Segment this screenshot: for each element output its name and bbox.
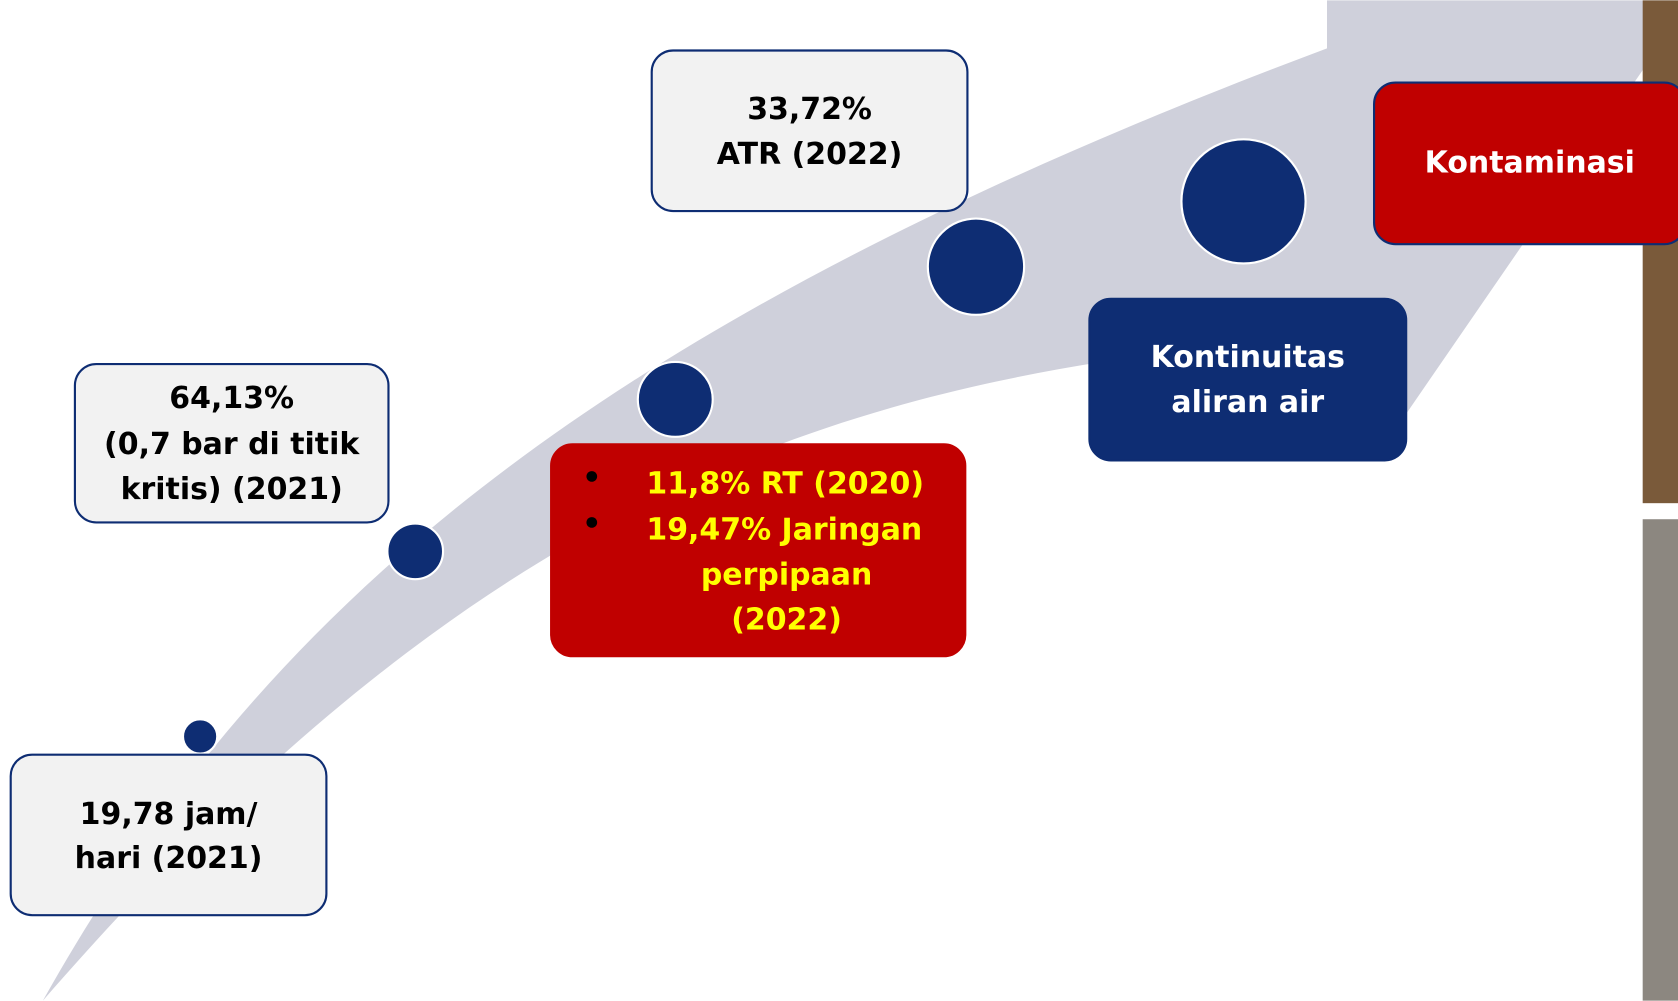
bullet-text: (2022) — [731, 602, 842, 637]
photo-top — [1643, 0, 1678, 503]
box-text: kritis) (2021) — [121, 472, 343, 507]
milestone-dot — [387, 524, 443, 580]
box-text: hari (2021) — [75, 841, 263, 876]
box-text: (0,7 bar di titik — [104, 427, 360, 462]
photo-bottom — [1643, 519, 1678, 1001]
box-text: 33,72% — [747, 92, 872, 127]
box-text: 19,78 jam/ — [80, 797, 258, 832]
milestone-dot — [183, 719, 217, 753]
milestone-dot — [638, 362, 713, 437]
box-text: Kontinuitas — [1151, 340, 1345, 375]
text-box — [11, 755, 327, 916]
milestone-dot — [928, 219, 1024, 315]
bullet-text: 11,8% RT (2020) — [646, 466, 924, 501]
text-box — [1089, 299, 1406, 461]
slide: 19,78 jam/hari (2021) 64,13% (0,7 bar di t… — [0, 0, 1678, 1001]
bullet — [586, 471, 597, 482]
box-text: Kontaminasi — [1425, 145, 1635, 180]
bullet-text: 19,47% Jaringan — [646, 512, 922, 547]
box-text: ATR (2022) — [717, 137, 903, 172]
box-text: aliran air — [1171, 385, 1324, 420]
bullet-text: perpipaan — [701, 557, 872, 592]
bullet — [586, 517, 597, 528]
text-box — [652, 51, 968, 212]
milestone-dot — [1181, 139, 1305, 263]
box-text: 64,13% — [169, 381, 294, 416]
